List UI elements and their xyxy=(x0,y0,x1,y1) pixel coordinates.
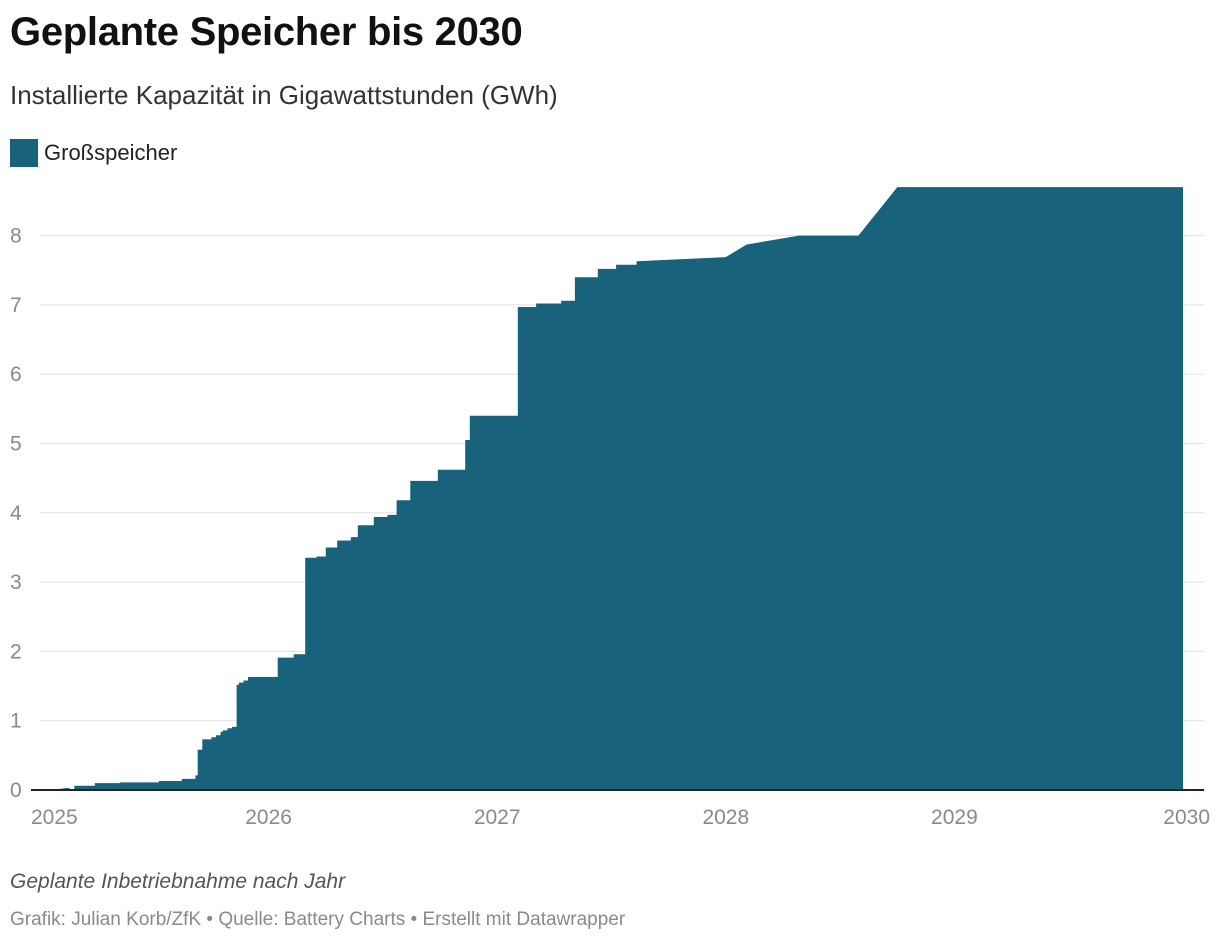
x-tick-label-2025: 2025 xyxy=(31,806,78,829)
x-tick-label-2026: 2026 xyxy=(245,806,292,829)
y-tick-label-7: 7 xyxy=(10,294,22,317)
chart-title: Geplante Speicher bis 2030 xyxy=(10,10,523,54)
y-tick-label-2: 2 xyxy=(10,640,22,663)
x-tick-label-2028: 2028 xyxy=(702,806,749,829)
x-tick-label-2029: 2029 xyxy=(931,806,978,829)
y-tick-label-1: 1 xyxy=(10,710,22,733)
y-axis: 0 1 2 3 4 5 6 7 8 xyxy=(10,225,22,802)
x-axis: 2025 2026 2027 2028 2029 2030 xyxy=(31,806,1210,829)
chart-notes: Geplante Inbetriebnahme nach Jahr xyxy=(10,870,346,893)
y-tick-label-6: 6 xyxy=(10,363,22,386)
x-tick-label-2030: 2030 xyxy=(1163,806,1210,829)
area-chart: 0 1 2 3 4 5 6 7 8 2025 2026 2027 2028 2029 2030 xyxy=(10,187,1210,829)
legend: Großspeicher xyxy=(10,139,177,167)
x-tick-label-2027: 2027 xyxy=(474,806,521,829)
y-tick-label-5: 5 xyxy=(10,433,22,456)
chart-subtitle: Installierte Kapazität in Gigawattstunde… xyxy=(10,80,558,110)
y-tick-label-4: 4 xyxy=(10,502,22,525)
y-tick-label-8: 8 xyxy=(10,225,22,248)
legend-swatch-grossspeicher xyxy=(10,139,38,167)
y-tick-label-3: 3 xyxy=(10,571,22,594)
y-tick-label-0: 0 xyxy=(10,779,22,802)
legend-label-grossspeicher: Großspeicher xyxy=(44,140,178,165)
chart-footer: Grafik: Julian Korb/ZfK • Quelle: Batter… xyxy=(10,909,626,930)
area-series-grossspeicher xyxy=(51,187,1183,791)
